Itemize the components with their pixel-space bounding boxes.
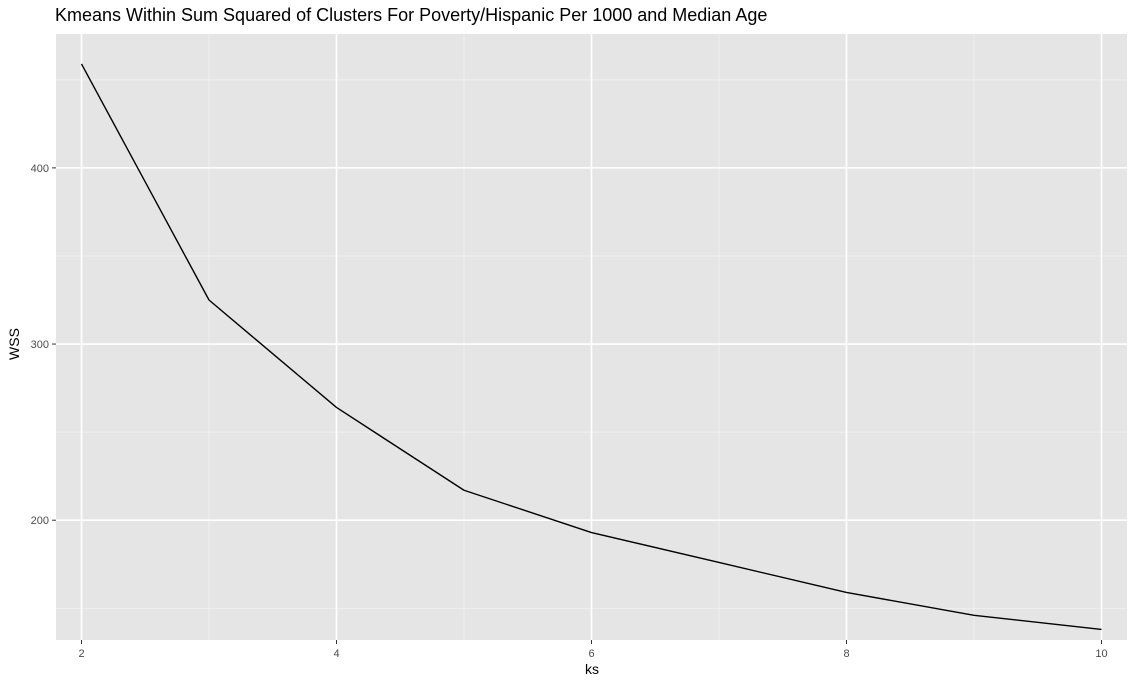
y-tick-label: 300	[31, 339, 49, 351]
series-line	[80, 63, 1102, 631]
axis-ticks: 2 4 6 8 10 200 300 400	[31, 163, 1108, 660]
major-gridlines	[56, 34, 1127, 640]
x-axis-label: ks	[585, 661, 599, 677]
y-tick-label: 400	[31, 163, 49, 175]
x-tick-label: 2	[78, 648, 84, 660]
series-layer	[80, 63, 1102, 631]
x-tick-label: 10	[1095, 648, 1107, 660]
y-tick-label: 200	[31, 515, 49, 527]
x-tick-label: 6	[588, 648, 594, 660]
x-tick-label: 4	[333, 648, 339, 660]
y-axis-label: WSS	[6, 328, 22, 360]
x-tick-label: 8	[843, 648, 849, 660]
chart-title: Kmeans Within Sum Squared of Clusters Fo…	[55, 5, 768, 25]
